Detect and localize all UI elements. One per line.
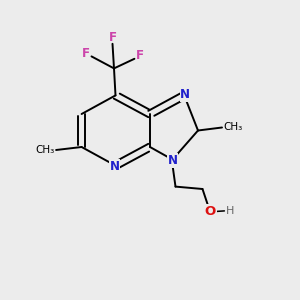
Text: N: N [110, 160, 120, 173]
Text: F: F [136, 49, 144, 62]
Text: H: H [226, 206, 235, 216]
Text: N: N [167, 154, 178, 167]
Text: CH₃: CH₃ [224, 122, 243, 133]
Text: CH₃: CH₃ [35, 145, 55, 155]
Text: N: N [180, 88, 190, 101]
Text: F: F [82, 47, 90, 60]
Text: O: O [204, 205, 216, 218]
Text: F: F [109, 31, 116, 44]
